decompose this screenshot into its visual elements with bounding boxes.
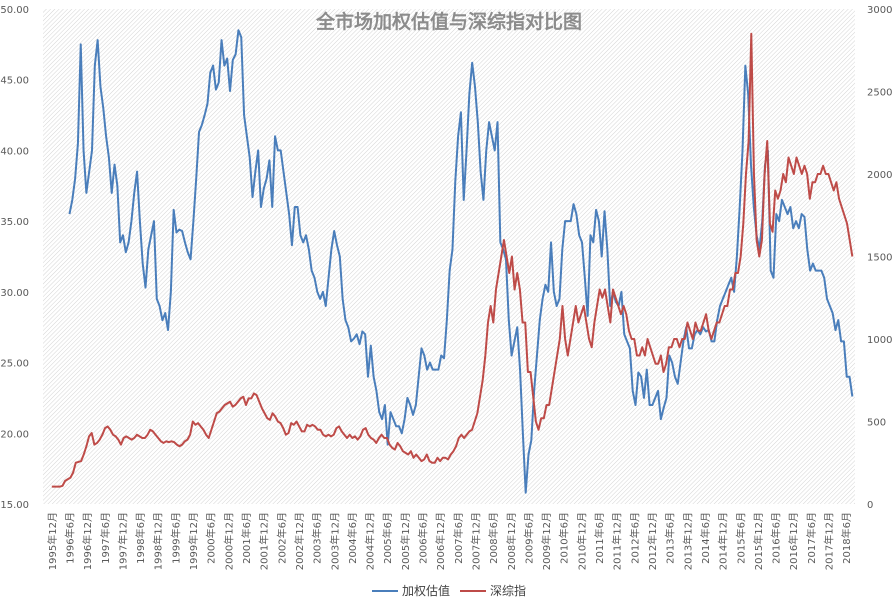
x-tick-label: 1995年12月 <box>46 512 59 570</box>
x-tick-label: 2018年6月 <box>840 512 853 564</box>
x-tick-label: 1997年12月 <box>116 512 129 570</box>
y-left-tick-label: 15.00 <box>0 500 29 511</box>
y-right-tick-label: 500 <box>867 418 886 429</box>
y-right-tick-label: 2500 <box>867 88 892 99</box>
x-tick-label: 1999年12月 <box>187 512 200 570</box>
x-tick-label: 2000年6月 <box>205 512 218 564</box>
x-tick-label: 2002年6月 <box>275 512 288 564</box>
x-tick-label: 2012年12月 <box>646 512 659 570</box>
y-right-tick-label: 1000 <box>867 335 892 346</box>
legend: 加权估值 深综指 <box>372 583 526 598</box>
x-tick-label: 2003年12月 <box>328 512 341 570</box>
x-tick-label: 2001年12月 <box>258 512 271 570</box>
x-tick-label: 1996年12月 <box>81 512 94 570</box>
x-tick-label: 2004年6月 <box>346 512 359 564</box>
y-right-tick-label: 1500 <box>867 253 892 264</box>
x-tick-label: 2010年6月 <box>558 512 571 564</box>
legend-label-weighted-valuation: 加权估值 <box>402 583 450 598</box>
series-line-weighted-valuation <box>68 29 854 494</box>
x-tick-label: 1996年6月 <box>63 512 76 564</box>
y-left-tick-label: 25.00 <box>0 359 29 370</box>
x-tick-label: 2007年12月 <box>469 512 482 570</box>
x-tick-label: 2005年12月 <box>399 512 412 570</box>
x-tick-label: 1998年12月 <box>152 512 165 570</box>
x-tick-label: 2017年6月 <box>805 512 818 564</box>
x-tick-label: 1999年6月 <box>169 512 182 564</box>
x-tick-label: 2015年6月 <box>734 512 747 564</box>
y-left-tick-label: 20.00 <box>0 429 29 440</box>
y-left-tick-label: 35.00 <box>0 217 29 228</box>
y-axis-right: 0 500 1000 1500 2000 2500 3000 <box>867 5 892 511</box>
x-tick-label: 2003年6月 <box>311 512 324 564</box>
x-tick-label: 2011年6月 <box>593 512 606 564</box>
y-right-tick-label: 3000 <box>867 5 892 16</box>
x-tick-label: 2002年12月 <box>293 512 306 570</box>
y-left-tick-label: 45.00 <box>0 76 29 87</box>
legend-label-shenzhen-index: 深综指 <box>490 583 526 598</box>
x-tick-label: 2008年12月 <box>505 512 518 570</box>
x-axis: 1995年12月 1996年6月 1996年12月 1997年6月 1997年12月 19… <box>46 512 853 570</box>
y-left-tick-label: 50.00 <box>0 5 29 16</box>
x-tick-label: 2009年12月 <box>540 512 553 570</box>
y-left-tick-label: 30.00 <box>0 288 29 299</box>
x-tick-label: 2007年6月 <box>452 512 465 564</box>
y-right-tick-label: 0 <box>867 500 873 511</box>
series-line-shenzhen-index <box>51 32 854 488</box>
x-tick-label: 1998年6月 <box>134 512 147 564</box>
x-tick-label: 2006年6月 <box>417 512 430 564</box>
y-left-tick-label: 40.00 <box>0 146 29 157</box>
x-tick-label: 1997年6月 <box>99 512 112 564</box>
x-tick-label: 2010年12月 <box>575 512 588 570</box>
x-tick-label: 2006年12月 <box>434 512 447 570</box>
y-axis-left: 15.00 20.00 25.00 30.00 35.00 40.00 45.00 50.00 <box>0 5 29 511</box>
plot-background <box>43 9 855 504</box>
x-tick-label: 2005年6月 <box>381 512 394 564</box>
x-tick-label: 2013年6月 <box>664 512 677 564</box>
y-right-tick-label: 2000 <box>867 170 892 181</box>
x-tick-label: 2017年12月 <box>823 512 836 570</box>
series-layer <box>51 29 854 494</box>
x-tick-label: 2012年6月 <box>628 512 641 564</box>
x-tick-label: 2004年12月 <box>364 512 377 570</box>
x-tick-label: 2011年12月 <box>611 512 624 570</box>
x-tick-label: 2016年6月 <box>770 512 783 564</box>
x-tick-label: 2014年12月 <box>717 512 730 570</box>
x-tick-label: 2009年6月 <box>522 512 535 564</box>
x-tick-label: 2015年12月 <box>752 512 765 570</box>
chart-title: 全市场加权估值与深综指对比图 <box>315 10 582 33</box>
x-tick-label: 2013年12月 <box>681 512 694 570</box>
x-tick-label: 2000年12月 <box>222 512 235 570</box>
x-tick-label: 2014年6月 <box>699 512 712 564</box>
x-tick-label: 2001年6月 <box>240 512 253 564</box>
x-tick-label: 2008年6月 <box>487 512 500 564</box>
x-tick-label: 2016年12月 <box>787 512 800 570</box>
